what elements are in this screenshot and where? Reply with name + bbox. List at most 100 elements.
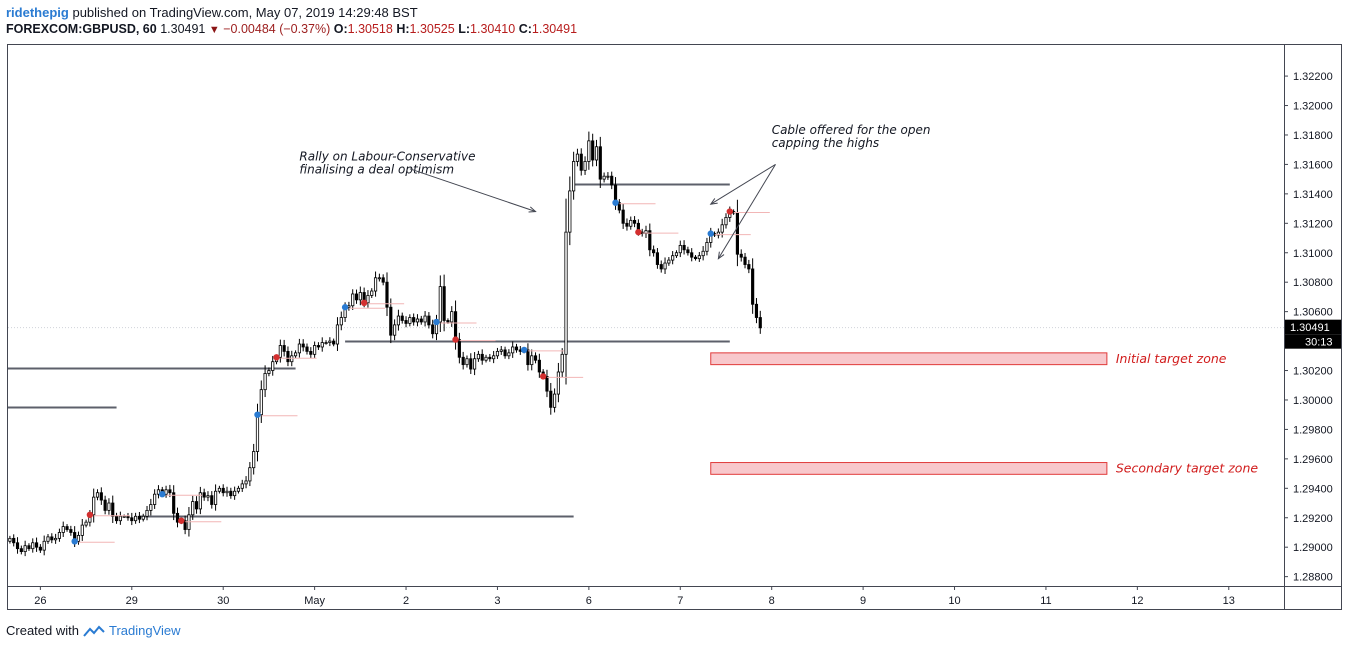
candle <box>739 249 743 262</box>
price-axis[interactable]: 1.32200 1.32000 1.31800 1.31600 1.31400 1.312… <box>1284 71 1333 584</box>
candle-body <box>42 540 46 551</box>
candle <box>316 342 321 350</box>
x-tick-label: May <box>304 595 325 607</box>
candle-body <box>400 315 404 321</box>
candle <box>370 288 374 299</box>
candle-body <box>126 515 130 519</box>
candle <box>625 218 629 231</box>
candle <box>530 349 534 371</box>
candle-body <box>263 373 267 391</box>
candle-body <box>655 252 660 265</box>
candle-body <box>358 292 362 301</box>
candle <box>671 251 675 265</box>
x-tick-label: 2 <box>403 595 409 607</box>
candle-body <box>15 542 20 550</box>
candle-body <box>259 389 263 416</box>
candle-body <box>495 350 500 357</box>
candle <box>366 290 370 308</box>
candle <box>533 352 538 364</box>
candle <box>320 337 324 352</box>
x-tick-label: 10 <box>948 595 960 607</box>
time-axis[interactable]: 26 29 30 May 2 3 6 7 8 9 10 11 12 13 <box>34 586 1235 607</box>
target-zone-box <box>710 462 1108 475</box>
candle <box>735 199 739 267</box>
candle <box>373 271 378 297</box>
candle <box>377 273 381 282</box>
candle-body <box>221 487 225 494</box>
candle <box>164 485 168 498</box>
candle-body <box>210 495 214 505</box>
candle <box>229 487 233 499</box>
symbol-label[interactable]: FOREXCOM:GBPUSD, 60 <box>6 22 157 36</box>
candle-body <box>480 353 484 361</box>
candle-body <box>373 277 378 292</box>
candle <box>514 343 519 353</box>
candle-body <box>564 231 568 355</box>
y-tick-label: 1.29800 <box>1293 424 1333 436</box>
candle-body <box>530 355 534 366</box>
candle <box>438 275 442 333</box>
candle <box>621 203 625 229</box>
signal-markers <box>71 199 770 545</box>
candle <box>206 491 210 502</box>
candle-body <box>286 350 290 363</box>
candle <box>99 487 103 505</box>
x-tick-label: 30 <box>217 595 229 607</box>
close-label: C: <box>518 22 532 36</box>
target-zones: Initial target zone Secondary target zone <box>710 351 1258 475</box>
candle <box>606 172 610 180</box>
buy-signal-dot <box>612 199 619 206</box>
candle-body <box>23 545 27 553</box>
candle <box>587 131 591 170</box>
candle <box>38 544 42 553</box>
y-tick-label: 1.29200 <box>1293 513 1333 525</box>
candle <box>309 347 313 359</box>
x-tick-label: 13 <box>1223 595 1235 607</box>
candle-body <box>141 515 145 520</box>
candle-body <box>118 515 122 522</box>
candle <box>134 512 138 524</box>
candle-body <box>743 256 747 265</box>
candle <box>690 248 694 262</box>
candle-body <box>389 306 393 336</box>
x-tick-label: 8 <box>769 595 775 607</box>
candle-body <box>625 222 629 227</box>
candle <box>549 382 553 415</box>
candle <box>69 525 73 536</box>
candle <box>678 240 682 258</box>
candle <box>217 485 221 494</box>
candle-body <box>579 153 583 171</box>
candle-body <box>621 209 625 224</box>
candle-body <box>446 320 450 323</box>
candle <box>457 332 461 364</box>
created-with-text: Created with <box>6 623 79 638</box>
candle-body <box>107 502 111 511</box>
candle <box>751 258 755 314</box>
candle <box>145 505 149 521</box>
candle <box>263 365 267 398</box>
candle-body <box>240 483 244 489</box>
candle-body <box>419 318 423 323</box>
candle <box>107 498 111 515</box>
candle <box>153 489 157 509</box>
candle-body <box>412 317 416 323</box>
last-price-badge: 1.30491 30:13 <box>1285 319 1341 349</box>
candle <box>282 339 286 357</box>
x-tick-label: 11 <box>1040 595 1051 607</box>
candle-body <box>415 318 420 323</box>
candle <box>431 319 435 339</box>
x-tick-label: 7 <box>677 595 683 607</box>
candle-body <box>583 161 587 171</box>
author-name[interactable]: ridethepig <box>6 5 69 20</box>
candle <box>632 216 637 228</box>
candle-body <box>156 489 161 495</box>
candle-body <box>324 342 328 344</box>
candle <box>233 486 237 500</box>
candle <box>244 476 248 489</box>
candle <box>339 311 343 331</box>
tradingview-brand-link[interactable]: TradingView <box>108 623 181 638</box>
candle <box>198 486 202 515</box>
candle-body <box>514 346 519 351</box>
candle <box>301 339 305 352</box>
